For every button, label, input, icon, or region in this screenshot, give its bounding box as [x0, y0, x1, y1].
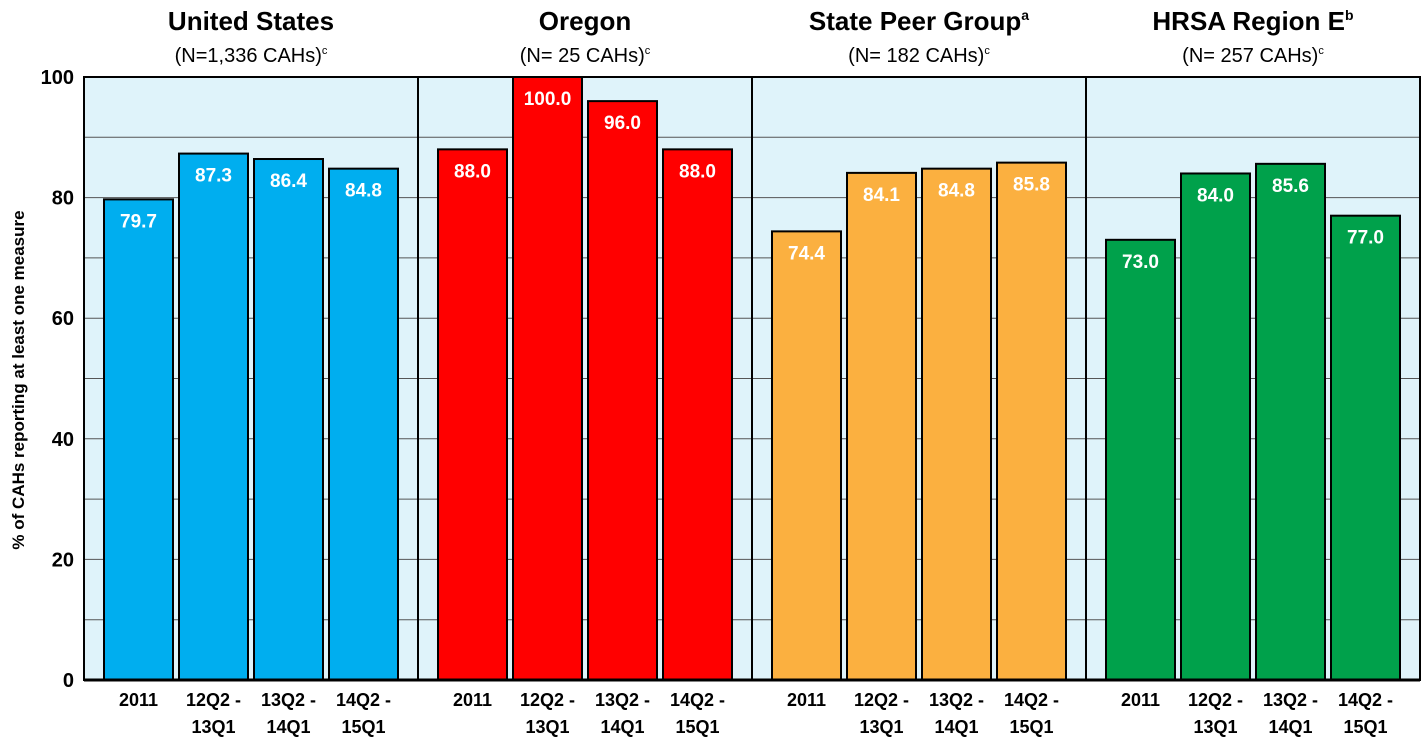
value-label: 79.7 [120, 211, 157, 232]
bar [1105, 238, 1176, 681]
panel-subtitle-sup: c [1318, 45, 1324, 57]
y-tick-label: 40 [52, 429, 74, 451]
x-tick-label: 2011 [787, 690, 826, 710]
bar [1180, 172, 1251, 681]
value-label: 85.8 [1013, 175, 1050, 196]
x-tick-label: 14Q2 - [1338, 690, 1393, 710]
x-tick-label: 14Q1 [600, 717, 644, 737]
y-tick-label: 80 [52, 188, 74, 210]
panel-title-sup: b [1345, 7, 1354, 23]
bar [437, 148, 508, 682]
bar [1330, 214, 1401, 681]
x-tick-label: 15Q1 [1009, 717, 1053, 737]
panel-subtitle: (N= 25 CAHs)c [520, 45, 651, 67]
panel-title-text: State Peer Group [809, 6, 1021, 36]
x-tick-label: 14Q1 [934, 717, 978, 737]
value-label: 88.0 [679, 161, 716, 182]
x-tick-label: 14Q2 - [670, 690, 725, 710]
panel-subtitle-text: (N= 25 CAHs) [520, 45, 645, 67]
value-label: 84.0 [1197, 185, 1234, 206]
x-tick-label: 12Q2 - [520, 690, 575, 710]
y-tick-label: 0 [63, 670, 74, 692]
panel-subtitle: (N=1,336 CAHs)c [175, 45, 328, 67]
panel-subtitle-text: (N= 257 CAHs) [1182, 45, 1318, 67]
value-label: 96.0 [604, 113, 641, 134]
panel-title-text: HRSA Region E [1152, 6, 1345, 36]
value-label: 73.0 [1122, 252, 1159, 273]
x-tick-label: 13Q1 [191, 717, 235, 737]
x-tick-label: 15Q1 [341, 717, 385, 737]
panel-subtitle-sup: c [984, 45, 990, 57]
bar [178, 152, 249, 681]
bar [771, 230, 842, 681]
value-label: 84.1 [863, 185, 900, 206]
panel-title: Oregon [539, 6, 631, 36]
bar [662, 148, 733, 682]
value-label: 77.0 [1347, 228, 1384, 249]
x-tick-label: 13Q2 - [595, 690, 650, 710]
y-tick-label: 100 [41, 67, 74, 89]
x-tick-label: 2011 [119, 690, 158, 710]
x-tick-label: 13Q1 [859, 717, 903, 737]
panel-subtitle-sup: c [645, 45, 651, 57]
x-tick-label: 2011 [453, 690, 492, 710]
x-tick-label: 14Q1 [1268, 717, 1312, 737]
x-tick-label: 15Q1 [675, 717, 719, 737]
bar [996, 161, 1067, 682]
value-label: 100.0 [524, 89, 572, 110]
panel-subtitle-sup: c [322, 45, 328, 57]
bar [512, 76, 583, 681]
bar [846, 171, 917, 681]
bar [103, 198, 174, 681]
x-tick-label: 15Q1 [1343, 717, 1387, 737]
panel-subtitle-text: (N=1,336 CAHs) [175, 45, 322, 67]
panel-subtitle: (N= 182 CAHs)c [848, 45, 990, 67]
panel-title: HRSA Region Eb [1152, 6, 1353, 36]
value-label: 84.8 [938, 181, 975, 202]
value-label: 88.0 [454, 161, 491, 182]
x-tick-label: 13Q2 - [261, 690, 316, 710]
panel-title-text: Oregon [539, 6, 631, 36]
x-tick-label: 13Q1 [525, 717, 569, 737]
x-tick-label: 14Q2 - [1004, 690, 1059, 710]
value-label: 74.4 [788, 243, 825, 264]
bar [921, 167, 992, 681]
value-label: 84.8 [345, 181, 382, 202]
panel-title: State Peer Groupa [809, 6, 1029, 36]
bar [328, 167, 399, 681]
x-tick-label: 12Q2 - [1188, 690, 1243, 710]
panel-title-text: United States [168, 6, 334, 36]
x-tick-label: 13Q2 - [929, 690, 984, 710]
x-tick-label: 12Q2 - [854, 690, 909, 710]
x-tick-label: 14Q1 [266, 717, 310, 737]
panel-title: United States [168, 6, 334, 36]
y-axis-label: % of CAHs reporting at least one measure [9, 210, 28, 549]
x-tick-label: 2011 [1121, 690, 1160, 710]
x-tick-label: 14Q2 - [336, 690, 391, 710]
value-label: 85.6 [1272, 176, 1309, 197]
x-tick-label: 13Q1 [1193, 717, 1237, 737]
panel-title-sup: a [1021, 7, 1029, 23]
panel-subtitle: (N= 257 CAHs)c [1182, 45, 1324, 67]
x-tick-label: 12Q2 - [186, 690, 241, 710]
x-tick-label: 13Q2 - [1263, 690, 1318, 710]
value-label: 87.3 [195, 166, 232, 187]
bar [253, 158, 324, 681]
y-tick-label: 60 [52, 308, 74, 330]
y-tick-label: 20 [52, 549, 74, 571]
panel-subtitle-text: (N= 182 CAHs) [848, 45, 984, 67]
value-label: 86.4 [270, 171, 307, 192]
bar [1255, 162, 1326, 682]
bar [587, 100, 658, 682]
